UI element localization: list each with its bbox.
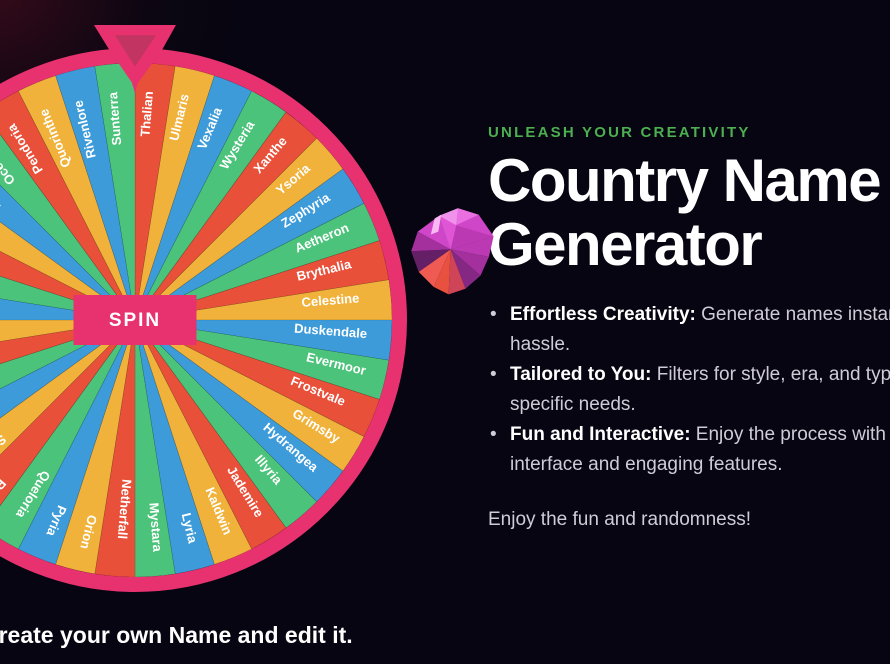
svg-text:SPIN: SPIN xyxy=(109,310,161,331)
